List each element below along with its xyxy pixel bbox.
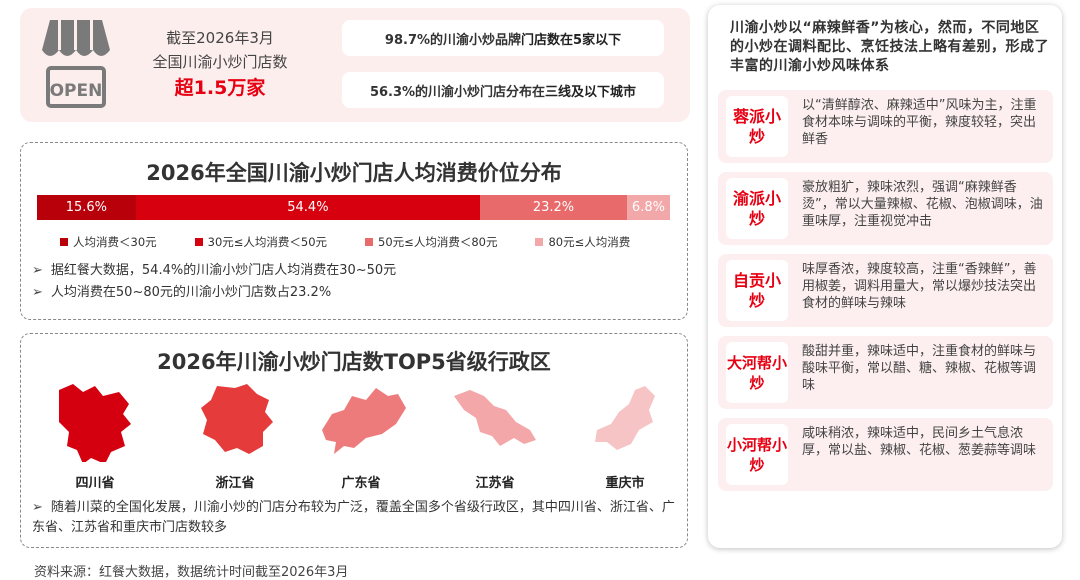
bar-segment: 54.4% — [135, 195, 481, 220]
flavor-name: 大河帮小炒 — [726, 342, 788, 403]
legend-swatch — [535, 238, 544, 246]
flavor-desc: 以“清鲜醇浓、麻辣适中”风味为主，注重食材本味与调味的平衡，辣度较轻，突出鲜香 — [802, 98, 1037, 147]
pill-text: 98.7%的川渝小炒品牌 — [384, 32, 522, 48]
legend-item: 80元≤人均消费 — [535, 234, 630, 250]
data-label: 23.2% — [532, 200, 575, 215]
flavor-name: 渝派小炒 — [726, 178, 788, 239]
stacked-bar: 15.6% 54.4% 23.2% 6.8% — [37, 195, 670, 220]
province-guangdong: 广东省 — [306, 380, 416, 491]
flavor-card: 大河帮小炒 酸甜并重，辣味适中，注重食材的鲜味与酸味平衡，常以醋、糖、辣椒、花椒等… — [718, 336, 1053, 409]
store-count-highlight: 超1.5万家 — [174, 77, 266, 99]
province-sichuan: 四川省 — [40, 380, 150, 491]
top5-note-text: 随着川菜的全国化发展，川渝小炒的门店分布较为广泛，覆盖全国多个省级行政区，其中四… — [32, 498, 677, 538]
svg-text:OPEN: OPEN — [50, 81, 103, 101]
flavor-desc: 咸味稍浓，辣味适中，民间乡土气息浓厚，常以盐、辣椒、花椒、葱姜蒜等调味 — [802, 426, 1037, 458]
province-chongqing: 重庆市 — [570, 380, 680, 491]
price-notes: 据红餐大数据，54.4%的川渝小炒门店人均消费在30~50元 人均消费在50~8… — [32, 260, 396, 304]
source-note: 资料来源：红餐大数据，数据统计时间截至2026年3月 — [34, 565, 349, 580]
chart-legend: 人均消费＜30元 30元≤人均消费＜50元 50元≤人均消费＜80元 80元≤人均消费 — [60, 234, 630, 250]
flavor-card: 小河帮小炒 咸味稍浓，辣味适中，民间乡土气息浓厚，常以盐、辣椒、花椒、葱姜蒜等调味 — [718, 418, 1053, 491]
flavor-name: 自贡小炒 — [726, 260, 788, 321]
flavor-panel: 川渝小炒以“麻辣鲜香”为核心，然而，不同地区的小炒在调料配比、烹饪技法上略有差别… — [708, 5, 1062, 548]
sichuan-map-icon — [59, 384, 131, 464]
bar-segment: 6.8% — [626, 195, 670, 220]
pill-bold: 门店数在5家以下 — [521, 32, 622, 48]
data-label: 6.8% — [631, 200, 665, 215]
legend-label: 80元≤人均消费 — [548, 235, 631, 249]
guangdong-map-icon — [322, 388, 406, 454]
province-label: 重庆市 — [605, 476, 645, 491]
flavor-card: 渝派小炒 豪放粗犷，辣味浓烈，强调“麻辣鲜香烫”，常以大量辣椒、花椒、泡椒调味，油… — [718, 172, 1053, 245]
price-note: 人均消费在50~80元的川渝小炒门店数占23.2% — [32, 282, 396, 304]
pill-bold: 三线及以下城市 — [545, 84, 637, 100]
data-label: 15.6% — [65, 200, 108, 215]
date-line: 截至2026年3月 — [166, 29, 274, 47]
flavor-desc: 味厚香浓，辣度较高，注重“香辣鲜”，善用椒姜，调料用量大，常以爆炒技法突出食材的… — [802, 262, 1037, 311]
chart-title: 2026年全国川渝小炒门店人均消费价位分布 — [146, 161, 562, 185]
flavor-name: 小河帮小炒 — [726, 424, 788, 485]
store-count-stat: 截至2026年3月 全国川渝小炒门店数 超1.5万家 — [130, 26, 310, 102]
legend-item: 50元≤人均消费＜80元 — [365, 234, 497, 250]
top5-title: 2026年川渝小炒门店数TOP5省级行政区 — [157, 350, 551, 374]
bar-segment: 15.6% — [37, 195, 136, 220]
flavor-card: 自贡小炒 味厚香浓，辣度较高，注重“香辣鲜”，善用椒姜，调料用量大，常以爆炒技法突… — [718, 254, 1053, 327]
province-label: 浙江省 — [215, 476, 255, 491]
data-label: 54.4% — [287, 200, 329, 215]
province-label: 广东省 — [341, 476, 381, 491]
province-label: 江苏省 — [475, 476, 515, 491]
legend-item: 30元≤人均消费＜50元 — [194, 234, 328, 250]
city-stat-pill: 56.3%的川渝小炒门店分布在 三线及以下城市 — [342, 72, 664, 108]
flavor-desc: 酸甜并重，辣味适中，注重食材的鲜味与酸味平衡，常以醋、糖、辣椒、花椒等调味 — [802, 344, 1037, 393]
province-label: 四川省 — [75, 476, 115, 491]
legend-label: 30元≤人均消费＜50元 — [207, 235, 328, 249]
price-distribution-box: 2026年全国川渝小炒门店人均消费价位分布 — [20, 142, 688, 320]
province-jiangsu: 江苏省 — [440, 380, 550, 491]
bar-segment: 23.2% — [480, 195, 627, 220]
legend-item: 人均消费＜30元 — [60, 234, 157, 250]
zhejiang-map-icon — [201, 384, 273, 454]
flavor-card: 蓉派小炒 以“清鲜醇浓、麻辣适中”风味为主，注重食材本味与调味的平衡，辣度较轻，突… — [718, 90, 1053, 163]
flavor-heading: 川渝小炒以“麻辣鲜香”为核心，然而，不同地区的小炒在调料配比、烹饪技法上略有差别… — [730, 20, 1049, 74]
province-zhejiang: 浙江省 — [180, 380, 290, 491]
legend-label: 人均消费＜30元 — [73, 235, 157, 249]
legend-swatch — [365, 238, 374, 246]
pill-text: 56.3%的川渝小炒门店分布在 — [369, 84, 546, 100]
price-note: 据红餐大数据，54.4%的川渝小炒门店人均消费在30~50元 — [32, 260, 396, 282]
jiangsu-map-icon — [454, 390, 536, 446]
open-shop-icon: OPEN — [42, 20, 110, 108]
legend-swatch — [194, 238, 203, 246]
top5-note: 随着川菜的全国化发展，川渝小炒的门店分布较为广泛，覆盖全国多个省级行政区，其中四… — [32, 498, 677, 538]
chongqing-map-icon — [595, 386, 655, 450]
desc-line: 全国川渝小炒门店数 — [152, 53, 288, 71]
flavor-name: 蓉派小炒 — [726, 96, 788, 157]
legend-swatch — [60, 238, 68, 246]
legend-label: 50元≤人均消费＜80元 — [378, 235, 498, 249]
flavor-desc: 豪放粗犷，辣味浓烈，强调“麻辣鲜香烫”，常以大量辣椒、花椒、泡椒调味，油重味厚，… — [802, 180, 1043, 229]
brand-stat-pill: 98.7%的川渝小炒品牌 门店数在5家以下 — [342, 20, 664, 56]
top5-box: 2026年川渝小炒门店数TOP5省级行政区 — [20, 333, 688, 548]
